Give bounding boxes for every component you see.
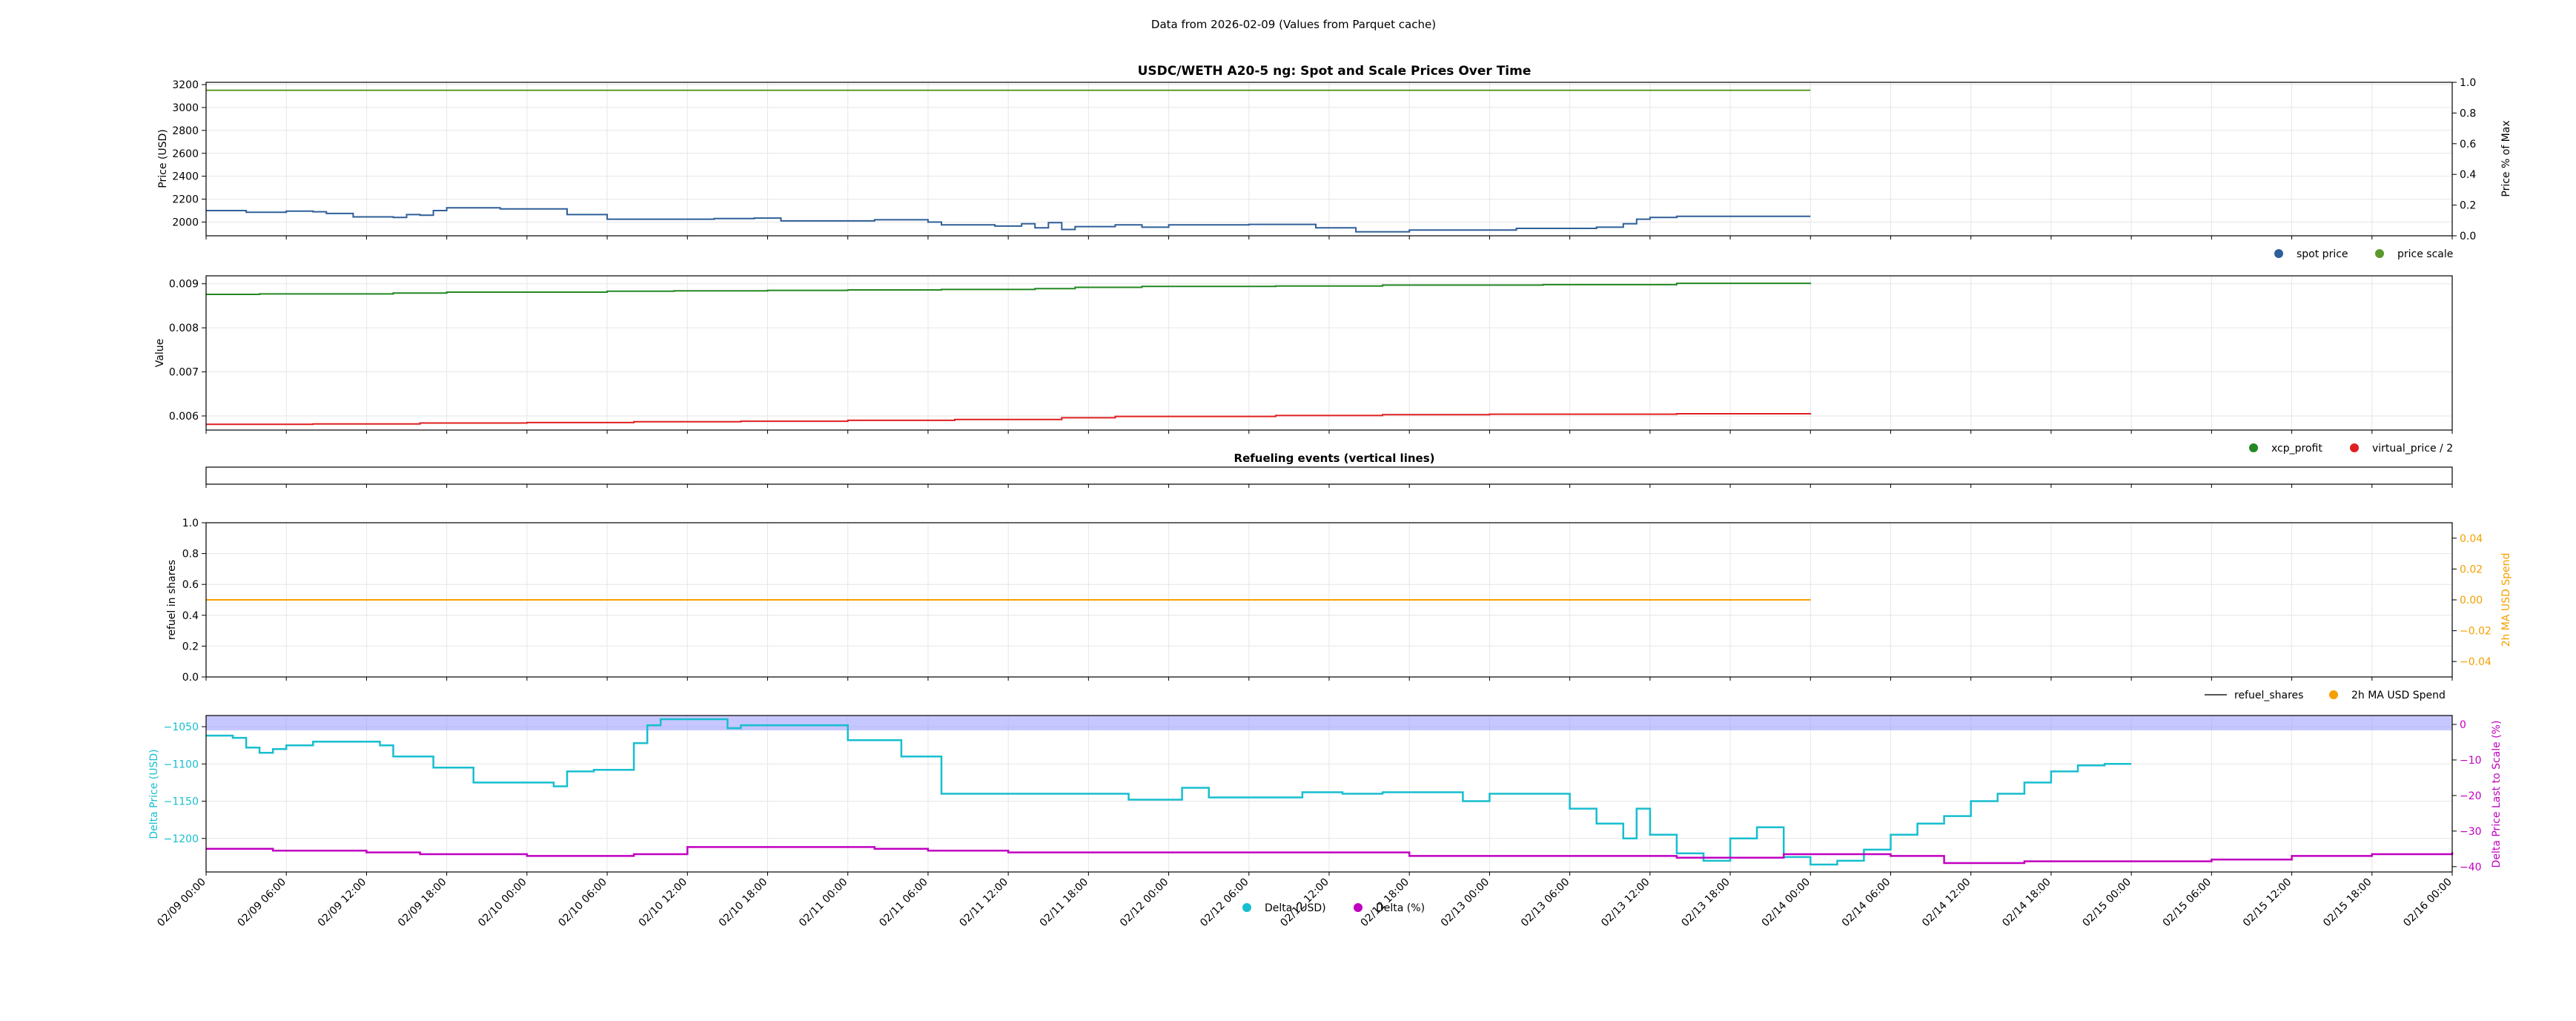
y-tick-label: 0.2 [182,641,199,652]
y2-tick-label: 0.0 [2460,231,2476,242]
y-tick-label: 0.4 [182,610,199,622]
refuel-panel-legend: refuel_shares 2h MA USD Spend [2205,690,2446,701]
y-tick-label: 2600 [172,148,199,160]
legend-label-spot-price: spot price [2297,248,2348,260]
legend-marker-ma-spend [2329,690,2338,699]
y-tick-label: −1200 [164,833,199,845]
y-tick-label: 1.0 [182,518,199,529]
refuel-panel-ylabel: refuel in shares [166,560,178,640]
suptitle: Data from 2026-02-09 (Values from Parque… [1151,18,1436,31]
y2-tick-label: 1.0 [2460,77,2476,89]
legend-marker-price-scale [2375,249,2384,258]
y-tick-label: −1150 [164,796,199,808]
y2-tick-label: −10 [2460,755,2482,767]
y-tick-label: 3200 [172,79,199,91]
series-line-spot-price [206,207,1811,233]
y2-tick-label: 0.6 [2460,139,2476,151]
legend-label-delta-usd: Delta (USD) [1265,902,1326,914]
y-tick-label: 0.008 [169,323,199,334]
value-panel-legend: xcp_profit virtual_price / 2 [2249,443,2453,455]
y2-tick-label: −0.02 [2460,626,2491,638]
series-line-virtual-price-2 [206,413,1812,426]
refuel-events-title: Refueling events (vertical lines) [1234,452,1435,465]
legend-marker-delta-pct [1354,903,1363,912]
legend-label-delta-pct: Delta (%) [1376,902,1425,914]
price-panel-y2label: Price % of Max [2500,120,2512,196]
series-line-delta-usd- [206,718,2132,866]
price-panel-ylabel: Price (USD) [157,129,169,188]
y-tick-label: 0.0 [182,672,199,684]
y-tick-label: 3000 [172,102,199,114]
refuel-panel: refuel in shares 2h MA USD Spend refuel_… [166,518,2512,701]
series-line-delta- [206,846,2454,865]
y-tick-label: 0.009 [169,279,199,291]
price-panel-legend: spot price price scale [2274,248,2453,260]
y-tick-label: 2400 [172,171,199,183]
value-panel: Value xcp_profit virtual_price / 2 0.006… [154,275,2453,455]
y2-tick-label: 0.4 [2460,169,2476,181]
legend-label-ma-spend: 2h MA USD Spend [2351,690,2446,701]
y-tick-label: 0.006 [169,411,199,423]
legend-label-price-scale: price scale [2397,248,2453,260]
y2-tick-label: −20 [2460,790,2482,802]
highlight-band [206,716,2452,731]
y-tick-label: 2800 [172,125,199,137]
y-tick-label: −1100 [164,759,199,770]
legend-label-virtual-price: virtual_price / 2 [2372,443,2453,455]
y-tick-label: 0.8 [182,549,199,561]
legend-label-xcp-profit: xcp_profit [2271,443,2322,455]
delta-panel-y2label: Delta Price Last to Scale (%) [2491,721,2503,868]
delta-panel-legend: Delta (USD) Delta (%) [1242,902,1425,914]
value-panel-ylabel: Value [154,339,166,367]
y-tick-label: −1050 [164,721,199,733]
y2-tick-label: −30 [2460,826,2482,838]
refuel-panel-y2label: 2h MA USD Spend [2500,553,2512,647]
price-panel-title: USDC/WETH A20-5 ng: Spot and Scale Price… [1138,64,1532,79]
y-tick-label: 2200 [172,194,199,206]
y2-tick-label: 0 [2460,719,2466,731]
y2-tick-label: −0.04 [2460,656,2491,668]
legend-marker-delta-usd [1242,903,1251,912]
y2-tick-label: 0.02 [2460,564,2483,575]
y2-tick-label: 0.04 [2460,533,2483,545]
y2-tick-label: 0.00 [2460,595,2483,607]
delta-panel: Delta Price (USD) Delta Price Last to Sc… [148,715,2503,914]
y-tick-label: 0.6 [182,579,199,591]
y2-tick-label: 0.2 [2460,200,2476,212]
legend-marker-virtual-price [2350,443,2359,452]
series-line-xcp-profit [206,282,1812,295]
legend-marker-spot-price [2274,249,2283,258]
y-tick-label: 2000 [172,217,199,228]
y2-tick-label: 0.8 [2460,108,2476,119]
price-panel: USDC/WETH A20-5 ng: Spot and Scale Price… [157,64,2512,260]
y2-tick-label: −40 [2460,862,2482,873]
delta-panel-ylabel: Delta Price (USD) [148,749,160,839]
legend-label-refuel-shares: refuel_shares [2234,690,2303,701]
legend-marker-xcp-profit [2249,443,2258,452]
refuel-events-panel: Refueling events (vertical lines) [205,452,2453,488]
y-tick-label: 0.007 [169,367,199,379]
